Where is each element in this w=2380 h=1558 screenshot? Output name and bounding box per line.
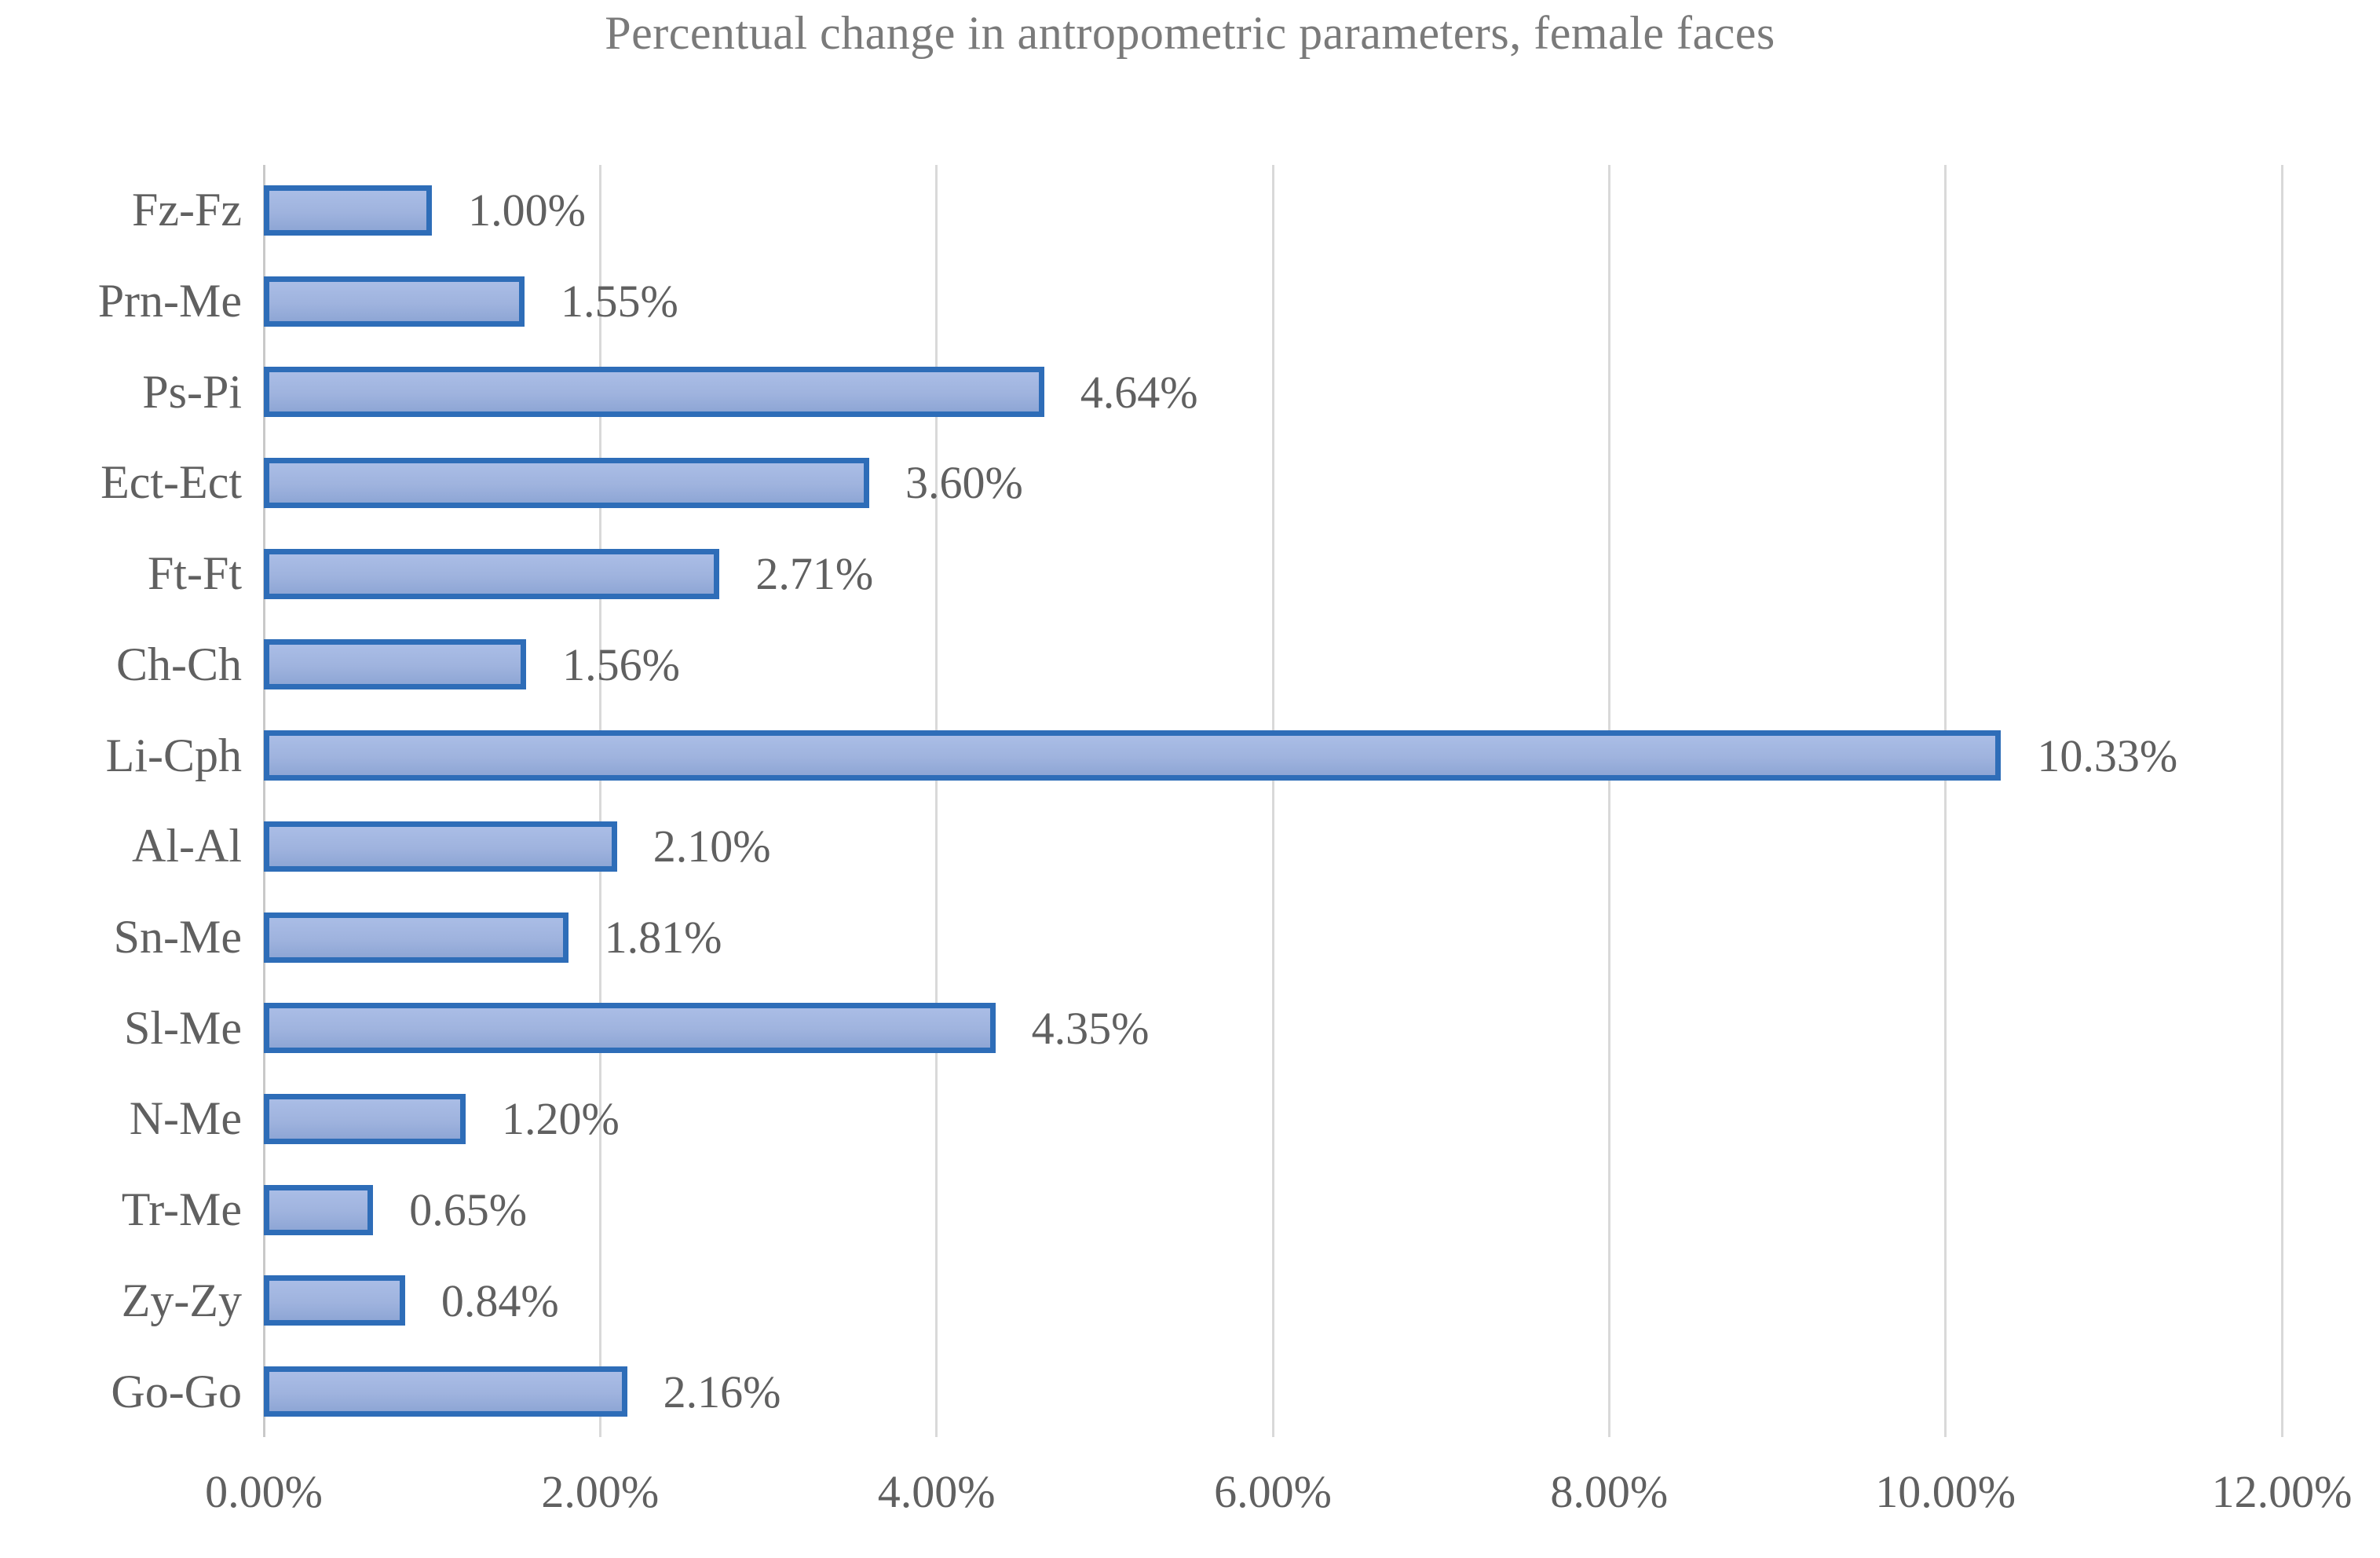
bar-track: 0.84% [264, 1256, 2380, 1347]
category-label: Go-Go [111, 1365, 242, 1417]
bar [264, 185, 433, 236]
bar-track: 10.33% [264, 710, 2380, 801]
value-label: 4.35% [1031, 1002, 1150, 1054]
category-label: Fz-Fz [132, 184, 242, 236]
bar [264, 1184, 374, 1235]
bar [264, 912, 568, 963]
bar-rows: Fz-Fz 1.00% Prn-Me 1.55% Ps-Pi 4.64% Ect-Ect 3.… [0, 165, 2380, 1437]
x-tick-label: 0.00% [205, 1466, 323, 1517]
bar [264, 1003, 996, 1054]
gridline [1271, 165, 1274, 1437]
value-label: 1.56% [562, 638, 680, 690]
category-label: N-Me [129, 1092, 242, 1145]
bar-row: Go-Go 2.16% [0, 1346, 2380, 1437]
bar-track: 1.55% [264, 256, 2380, 347]
bar-track: 1.81% [264, 892, 2380, 983]
bar-track: 1.20% [264, 1073, 2380, 1165]
bar [264, 821, 617, 872]
chart-title: Percentual change in antropometric param… [605, 7, 1775, 59]
gridline [598, 165, 601, 1437]
bar [264, 1366, 627, 1417]
x-tick-label: 12.00% [2211, 1466, 2353, 1517]
bar [264, 639, 527, 690]
value-label: 2.10% [653, 821, 771, 872]
bar [264, 457, 869, 508]
category-label: Sl-Me [124, 1001, 242, 1054]
category-label: Zy-Zy [121, 1274, 242, 1326]
x-axis: 0.00% 2.00% 4.00% 6.00% 8.00% 10.00% 12.00% [0, 1465, 2380, 1536]
bar [264, 730, 2002, 781]
bar-row: Prn-Me 1.55% [0, 256, 2380, 347]
gridline [1944, 165, 1947, 1437]
x-tick-label: 6.00% [1214, 1466, 1332, 1517]
bar-track: 2.16% [264, 1346, 2380, 1437]
bar-row: Ect-Ect 3.60% [0, 437, 2380, 528]
value-label: 2.16% [663, 1366, 781, 1417]
value-label: 0.65% [409, 1184, 528, 1236]
bar-track: 4.64% [264, 346, 2380, 437]
value-label: 1.55% [560, 276, 678, 327]
category-label: Ft-Ft [147, 547, 242, 600]
bar [264, 1275, 405, 1326]
bar-row: Zy-Zy 0.84% [0, 1256, 2380, 1347]
bar-track: 2.10% [264, 801, 2380, 892]
value-label: 10.33% [2037, 730, 2178, 781]
category-label: Tr-Me [121, 1183, 242, 1236]
bar-track: 0.65% [264, 1165, 2380, 1256]
value-label: 0.84% [441, 1275, 559, 1326]
bar-row: N-Me 1.20% [0, 1073, 2380, 1165]
bar-track: 1.56% [264, 620, 2380, 711]
bar-row: Al-Al 2.10% [0, 801, 2380, 892]
bar [264, 548, 720, 599]
category-label: Al-Al [132, 820, 242, 872]
bar-row: Li-Cph 10.33% [0, 710, 2380, 801]
bar-track: 2.71% [264, 528, 2380, 620]
value-label: 2.71% [755, 548, 874, 600]
bar [264, 276, 525, 327]
category-label: Ps-Pi [142, 365, 242, 418]
value-label: 1.20% [502, 1093, 620, 1145]
bar [264, 1093, 466, 1144]
bar-row: Fz-Fz 1.00% [0, 165, 2380, 256]
x-tick-label: 8.00% [1550, 1466, 1669, 1517]
x-tick-label: 10.00% [1875, 1466, 2016, 1517]
bar-row: Ch-Ch 1.56% [0, 620, 2380, 711]
plot-area [262, 165, 2283, 1437]
category-label: Sn-Me [113, 911, 242, 964]
y-axis-line [262, 165, 265, 1437]
value-label: 4.64% [1080, 366, 1198, 418]
category-label: Li-Cph [105, 729, 242, 781]
bar-row: Ft-Ft 2.71% [0, 528, 2380, 620]
x-tick-label: 2.00% [541, 1466, 660, 1517]
x-tick-label: 4.00% [877, 1466, 996, 1517]
gridline [1607, 165, 1610, 1437]
bar-row: Ps-Pi 4.64% [0, 346, 2380, 437]
gridline [935, 165, 938, 1437]
bar-track: 3.60% [264, 437, 2380, 528]
bar-row: Tr-Me 0.65% [0, 1165, 2380, 1256]
gridline [2280, 165, 2283, 1437]
value-label: 3.60% [905, 457, 1023, 509]
bar [264, 367, 1044, 418]
category-label: Ect-Ect [101, 456, 242, 509]
category-label: Prn-Me [97, 275, 242, 327]
value-label: 1.81% [604, 912, 722, 964]
bar-row: Sl-Me 4.35% [0, 982, 2380, 1073]
bar-track: 4.35% [264, 982, 2380, 1073]
category-label: Ch-Ch [115, 638, 242, 690]
value-label: 1.00% [468, 185, 586, 236]
bar-track: 1.00% [264, 165, 2380, 256]
bar-row: Sn-Me 1.81% [0, 892, 2380, 983]
